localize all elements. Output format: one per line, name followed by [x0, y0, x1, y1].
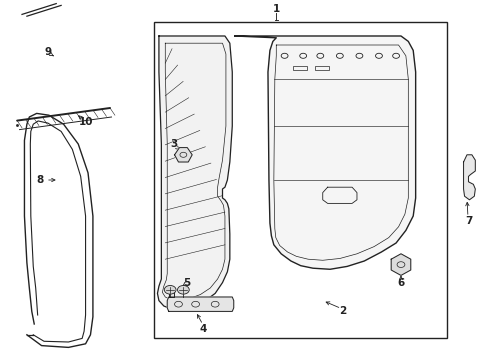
Polygon shape	[157, 36, 232, 310]
Circle shape	[177, 285, 189, 294]
Polygon shape	[390, 254, 410, 275]
Polygon shape	[168, 290, 173, 297]
Bar	[315, 66, 328, 70]
Text: 9: 9	[44, 47, 51, 57]
Text: 6: 6	[397, 278, 404, 288]
Text: 3: 3	[170, 139, 177, 149]
Bar	[154, 22, 447, 338]
Text: 1: 1	[272, 4, 279, 14]
Text: 4: 4	[199, 324, 206, 334]
Circle shape	[164, 285, 176, 294]
Text: 10: 10	[78, 117, 93, 127]
Text: 2: 2	[338, 306, 345, 316]
Polygon shape	[463, 155, 474, 200]
Bar	[293, 66, 306, 70]
Polygon shape	[174, 148, 192, 162]
Text: 5: 5	[183, 278, 190, 288]
Text: 7: 7	[464, 216, 471, 226]
Polygon shape	[234, 36, 415, 269]
Polygon shape	[167, 297, 233, 311]
Text: 8: 8	[37, 175, 43, 185]
